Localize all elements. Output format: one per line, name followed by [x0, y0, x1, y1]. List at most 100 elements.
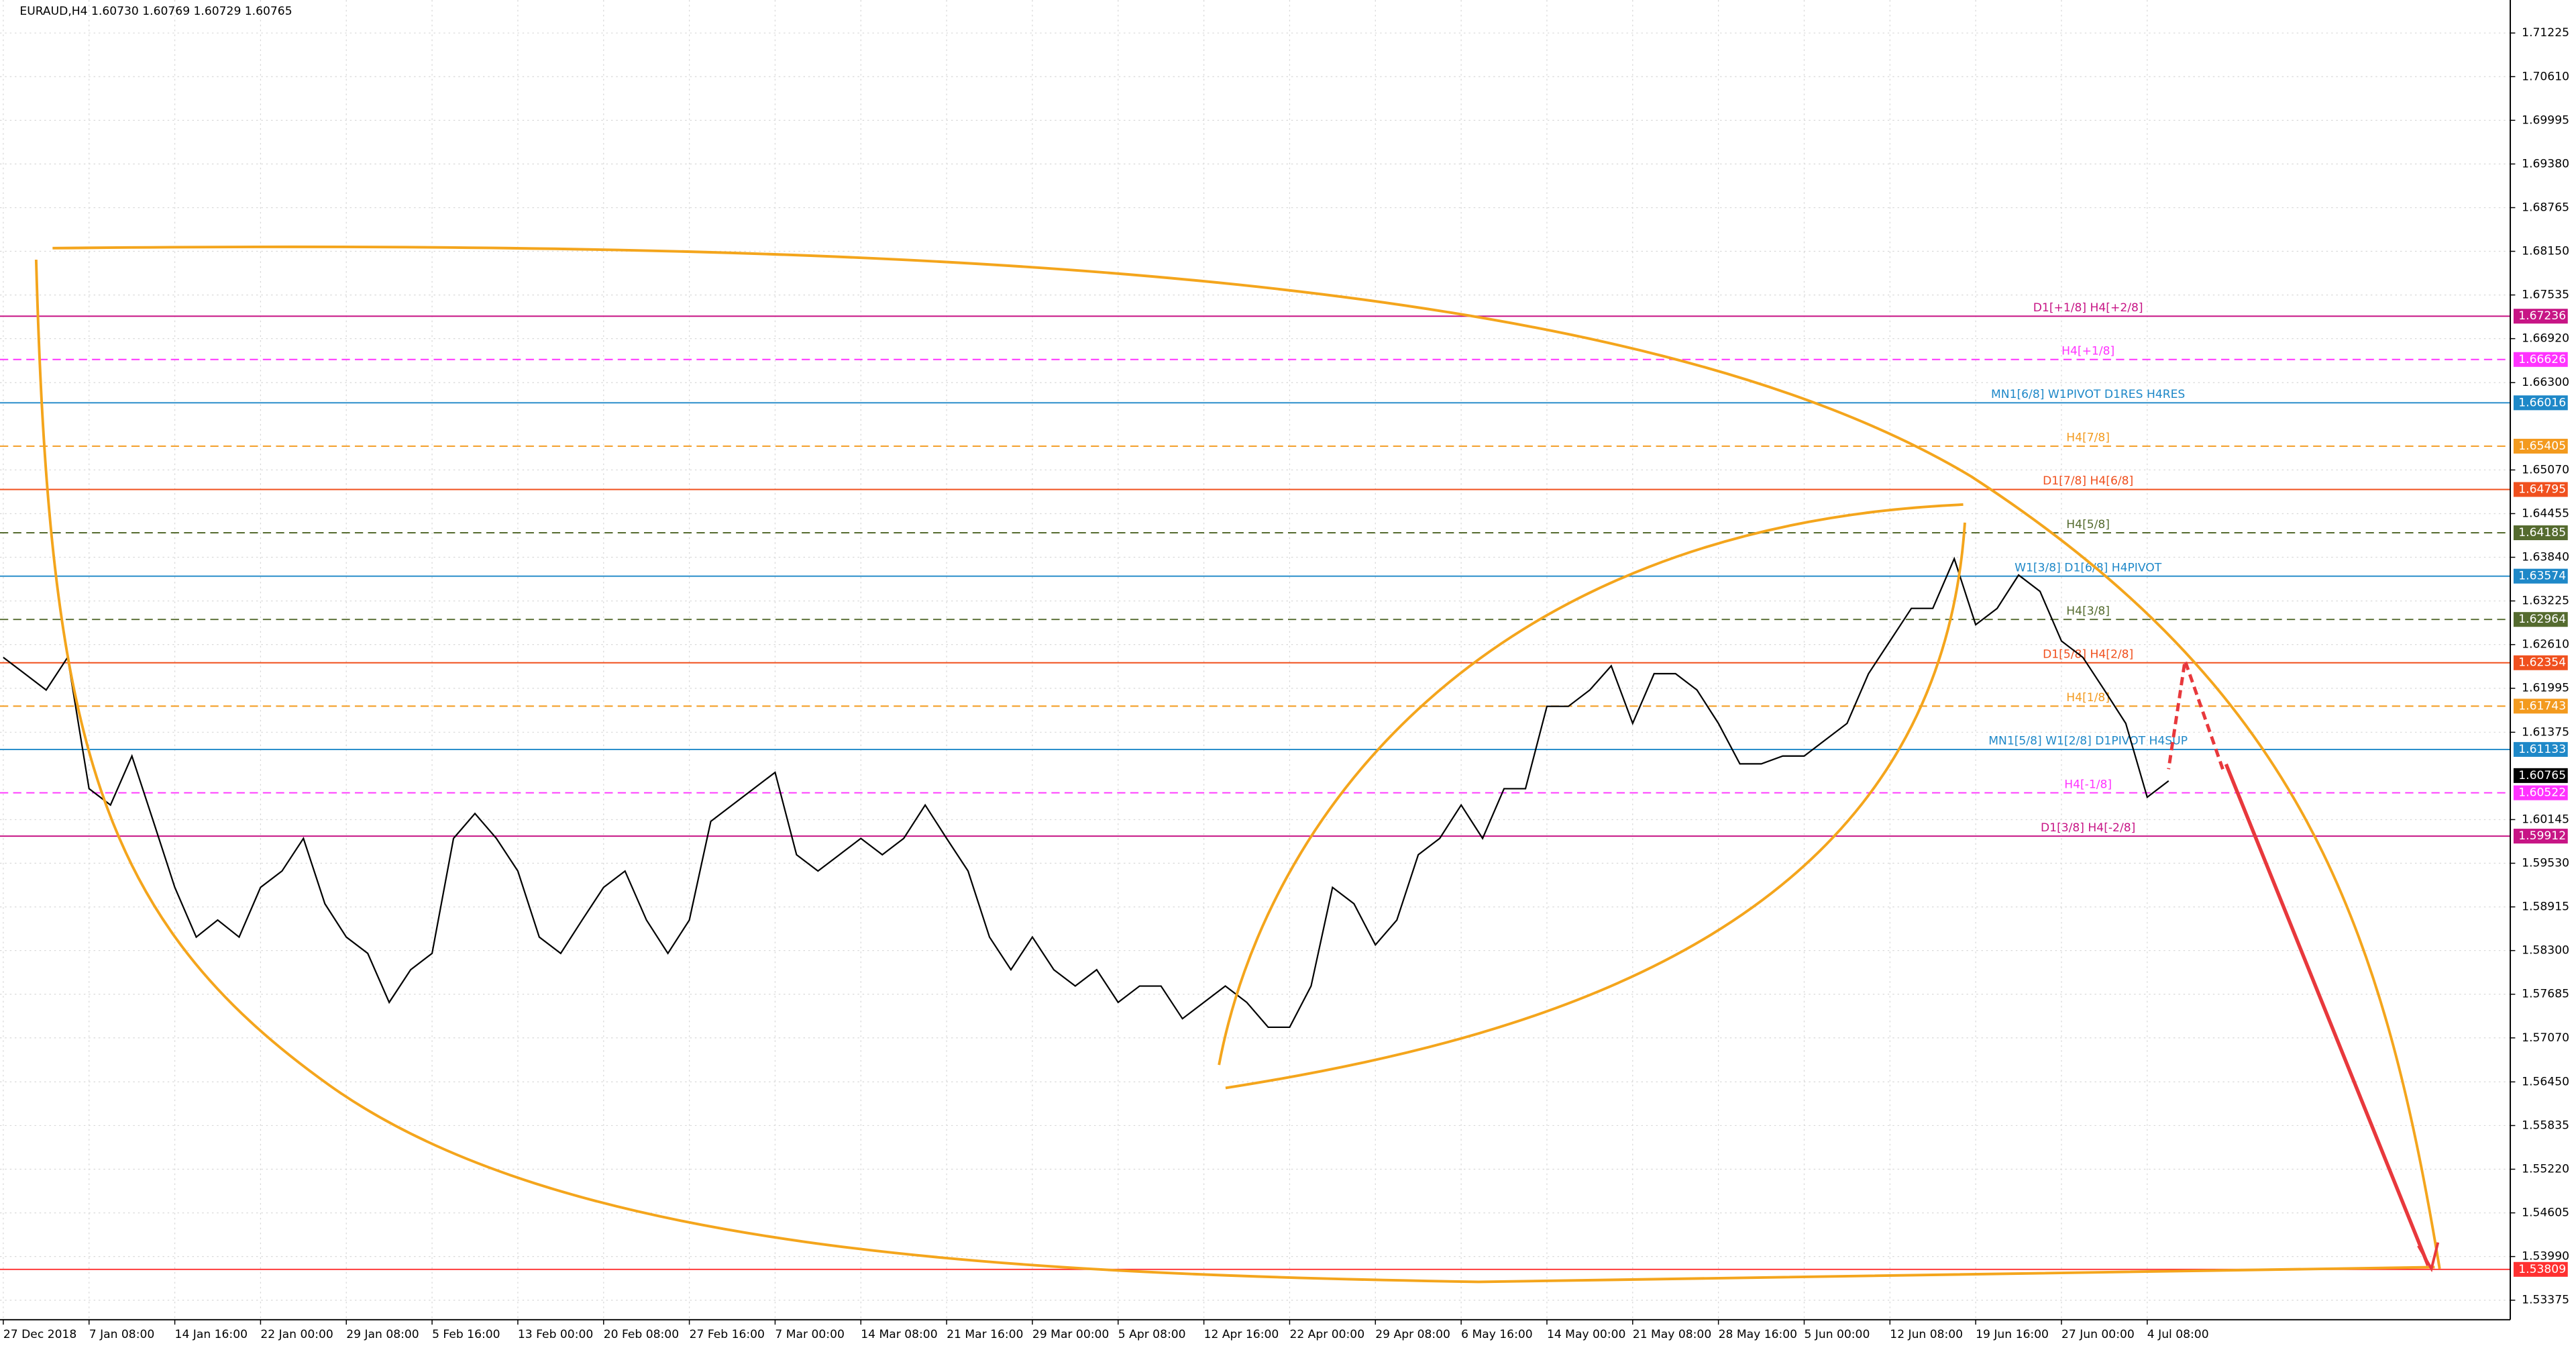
- chart-title: EURAUD,H4 1.60730 1.60769 1.60729 1.6076…: [19, 5, 292, 18]
- y-tick-label: 1.71225: [2522, 26, 2569, 40]
- y-tick-label: 1.66300: [2522, 376, 2569, 389]
- price-tag: [2513, 768, 2568, 783]
- y-tick-label: 1.65070: [2522, 463, 2569, 476]
- x-tick-label: 29 Apr 08:00: [1375, 1328, 1450, 1341]
- x-tick-label: 21 May 08:00: [1633, 1328, 1711, 1341]
- x-tick-label: 14 Jan 16:00: [175, 1328, 248, 1341]
- price-tag-label: 1.61743: [2518, 699, 2566, 713]
- level-label: MN1[6/8] W1PIVOT D1RES H4RES: [1991, 388, 2185, 401]
- level-label: H4[5/8]: [2066, 518, 2110, 531]
- price-tag: [2513, 482, 2568, 497]
- y-tick-label: 1.54605: [2522, 1206, 2569, 1220]
- price-tag-label: 1.63574: [2518, 570, 2566, 583]
- price-tag-label: 1.67236: [2518, 309, 2566, 323]
- price-tag: [2513, 698, 2568, 714]
- price-tag: [2513, 612, 2568, 627]
- x-tick-label: 19 Jun 16:00: [1976, 1328, 2049, 1341]
- y-tick-label: 1.61995: [2522, 682, 2569, 695]
- price-line: [3, 556, 2169, 1029]
- y-tick-label: 1.67535: [2522, 289, 2569, 302]
- price-tag-label: 1.62354: [2518, 656, 2566, 670]
- level-label: H4[+1/8]: [2061, 345, 2114, 358]
- x-tick-label: 29 Jan 08:00: [346, 1328, 419, 1341]
- y-tick-label: 1.55835: [2522, 1119, 2569, 1132]
- x-tick-label: 29 Mar 00:00: [1032, 1328, 1109, 1341]
- level-label: H4[3/8]: [2066, 605, 2110, 618]
- price-tag: [2513, 785, 2568, 800]
- price-tag: [2513, 395, 2568, 411]
- x-tick-label: 14 Mar 08:00: [861, 1328, 937, 1341]
- y-tick-label: 1.69380: [2522, 157, 2569, 170]
- y-tick-label: 1.63840: [2522, 551, 2569, 564]
- y-tick-label: 1.58915: [2522, 900, 2569, 914]
- price-tag: [2513, 309, 2568, 324]
- series: [3, 556, 2169, 1029]
- y-tick-label: 1.59530: [2522, 857, 2569, 870]
- orange-curve: [1225, 522, 1966, 1090]
- orange-curve: [1218, 503, 1964, 1066]
- red-arrow: [2224, 763, 2430, 1266]
- price-tag: [2513, 829, 2568, 844]
- y-tick-label: 1.57070: [2522, 1031, 2569, 1045]
- x-tick-label: 20 Feb 08:00: [604, 1328, 679, 1341]
- y-tick-label: 1.62610: [2522, 638, 2569, 652]
- y-tick-label: 1.64455: [2522, 507, 2569, 520]
- y-tick-label: 1.53375: [2522, 1294, 2569, 1307]
- x-tick-label: 7 Jan 08:00: [89, 1328, 155, 1341]
- x-tick-label: 12 Jun 08:00: [1890, 1328, 1963, 1341]
- level-label: H4[1/8]: [2066, 691, 2110, 705]
- price-tag: [2513, 525, 2568, 541]
- price-tag: [2513, 655, 2568, 670]
- x-tick-label: 5 Jun 00:00: [1804, 1328, 1870, 1341]
- price-tag: [2513, 1261, 2568, 1277]
- x-tick-label: 28 May 16:00: [1719, 1328, 1797, 1341]
- y-tick-label: 1.56450: [2522, 1075, 2569, 1088]
- x-tick-label: 12 Apr 16:00: [1204, 1328, 1279, 1341]
- grid: [0, 0, 2511, 1320]
- level-label: H4[-1/8]: [2064, 778, 2112, 791]
- arrow-head: [2417, 1242, 2440, 1273]
- level-label: W1[3/8] D1[6/8] H4PIVOT: [2015, 561, 2162, 574]
- level-label: D1[5/8] H4[2/8]: [2043, 648, 2133, 661]
- x-tick-label: 22 Apr 00:00: [1289, 1328, 1364, 1341]
- red-arrow: [2167, 660, 2224, 770]
- level-label: D1[3/8] H4[-2/8]: [2041, 821, 2135, 835]
- x-tick-label: 13 Feb 00:00: [518, 1328, 593, 1341]
- level-label: D1[7/8] H4[6/8]: [2043, 474, 2133, 488]
- price-tag-label: 1.59912: [2518, 829, 2566, 843]
- price-tag-label: 1.65405: [2518, 439, 2566, 453]
- y-tick-label: 1.66920: [2522, 332, 2569, 346]
- y-tick-label: 1.61375: [2522, 725, 2569, 739]
- price-tag-label: 1.60522: [2518, 786, 2566, 800]
- price-tag-label: 1.61133: [2518, 743, 2566, 756]
- x-tick-label: 4 Jul 08:00: [2147, 1328, 2209, 1341]
- x-tick-label: 27 Jun 00:00: [2061, 1328, 2135, 1341]
- x-tick-label: 21 Mar 16:00: [947, 1328, 1023, 1341]
- y-tick-label: 1.63225: [2522, 594, 2569, 608]
- y-tick-label: 1.69995: [2522, 113, 2569, 127]
- x-tick-label: 5 Feb 16:00: [432, 1328, 500, 1341]
- x-tick-label: 27 Feb 16:00: [690, 1328, 765, 1341]
- price-tag: [2513, 568, 2568, 584]
- levels: D1[+1/8] H4[+2/8] H4[+1/8] MN1[6/8] W1PIVO…: [0, 301, 2511, 1270]
- price-tag-label: 1.62964: [2518, 613, 2566, 626]
- price-tag-label: 1.64185: [2518, 526, 2566, 539]
- price-tag-label: 1.53809: [2518, 1263, 2566, 1276]
- y-tick-label: 1.68765: [2522, 201, 2569, 214]
- orange-curve: [52, 245, 2441, 1270]
- y-tick-label: 1.60145: [2522, 813, 2569, 826]
- x-tick-label: 7 Mar 00:00: [775, 1328, 844, 1341]
- x-tick-label: 5 Apr 08:00: [1118, 1328, 1186, 1341]
- price-tag-label: 1.66626: [2518, 353, 2566, 366]
- annotations: [34, 245, 2441, 1284]
- y-tick-label: 1.70610: [2522, 70, 2569, 83]
- price-tag-label: 1.60765: [2518, 769, 2566, 782]
- y-tick-label: 1.68150: [2522, 245, 2569, 258]
- x-tick-label: 27 Dec 2018: [3, 1328, 76, 1341]
- y-tick-label: 1.53990: [2522, 1250, 2569, 1263]
- price-tag-label: 1.66016: [2518, 396, 2566, 409]
- y-tick-label: 1.58300: [2522, 944, 2569, 957]
